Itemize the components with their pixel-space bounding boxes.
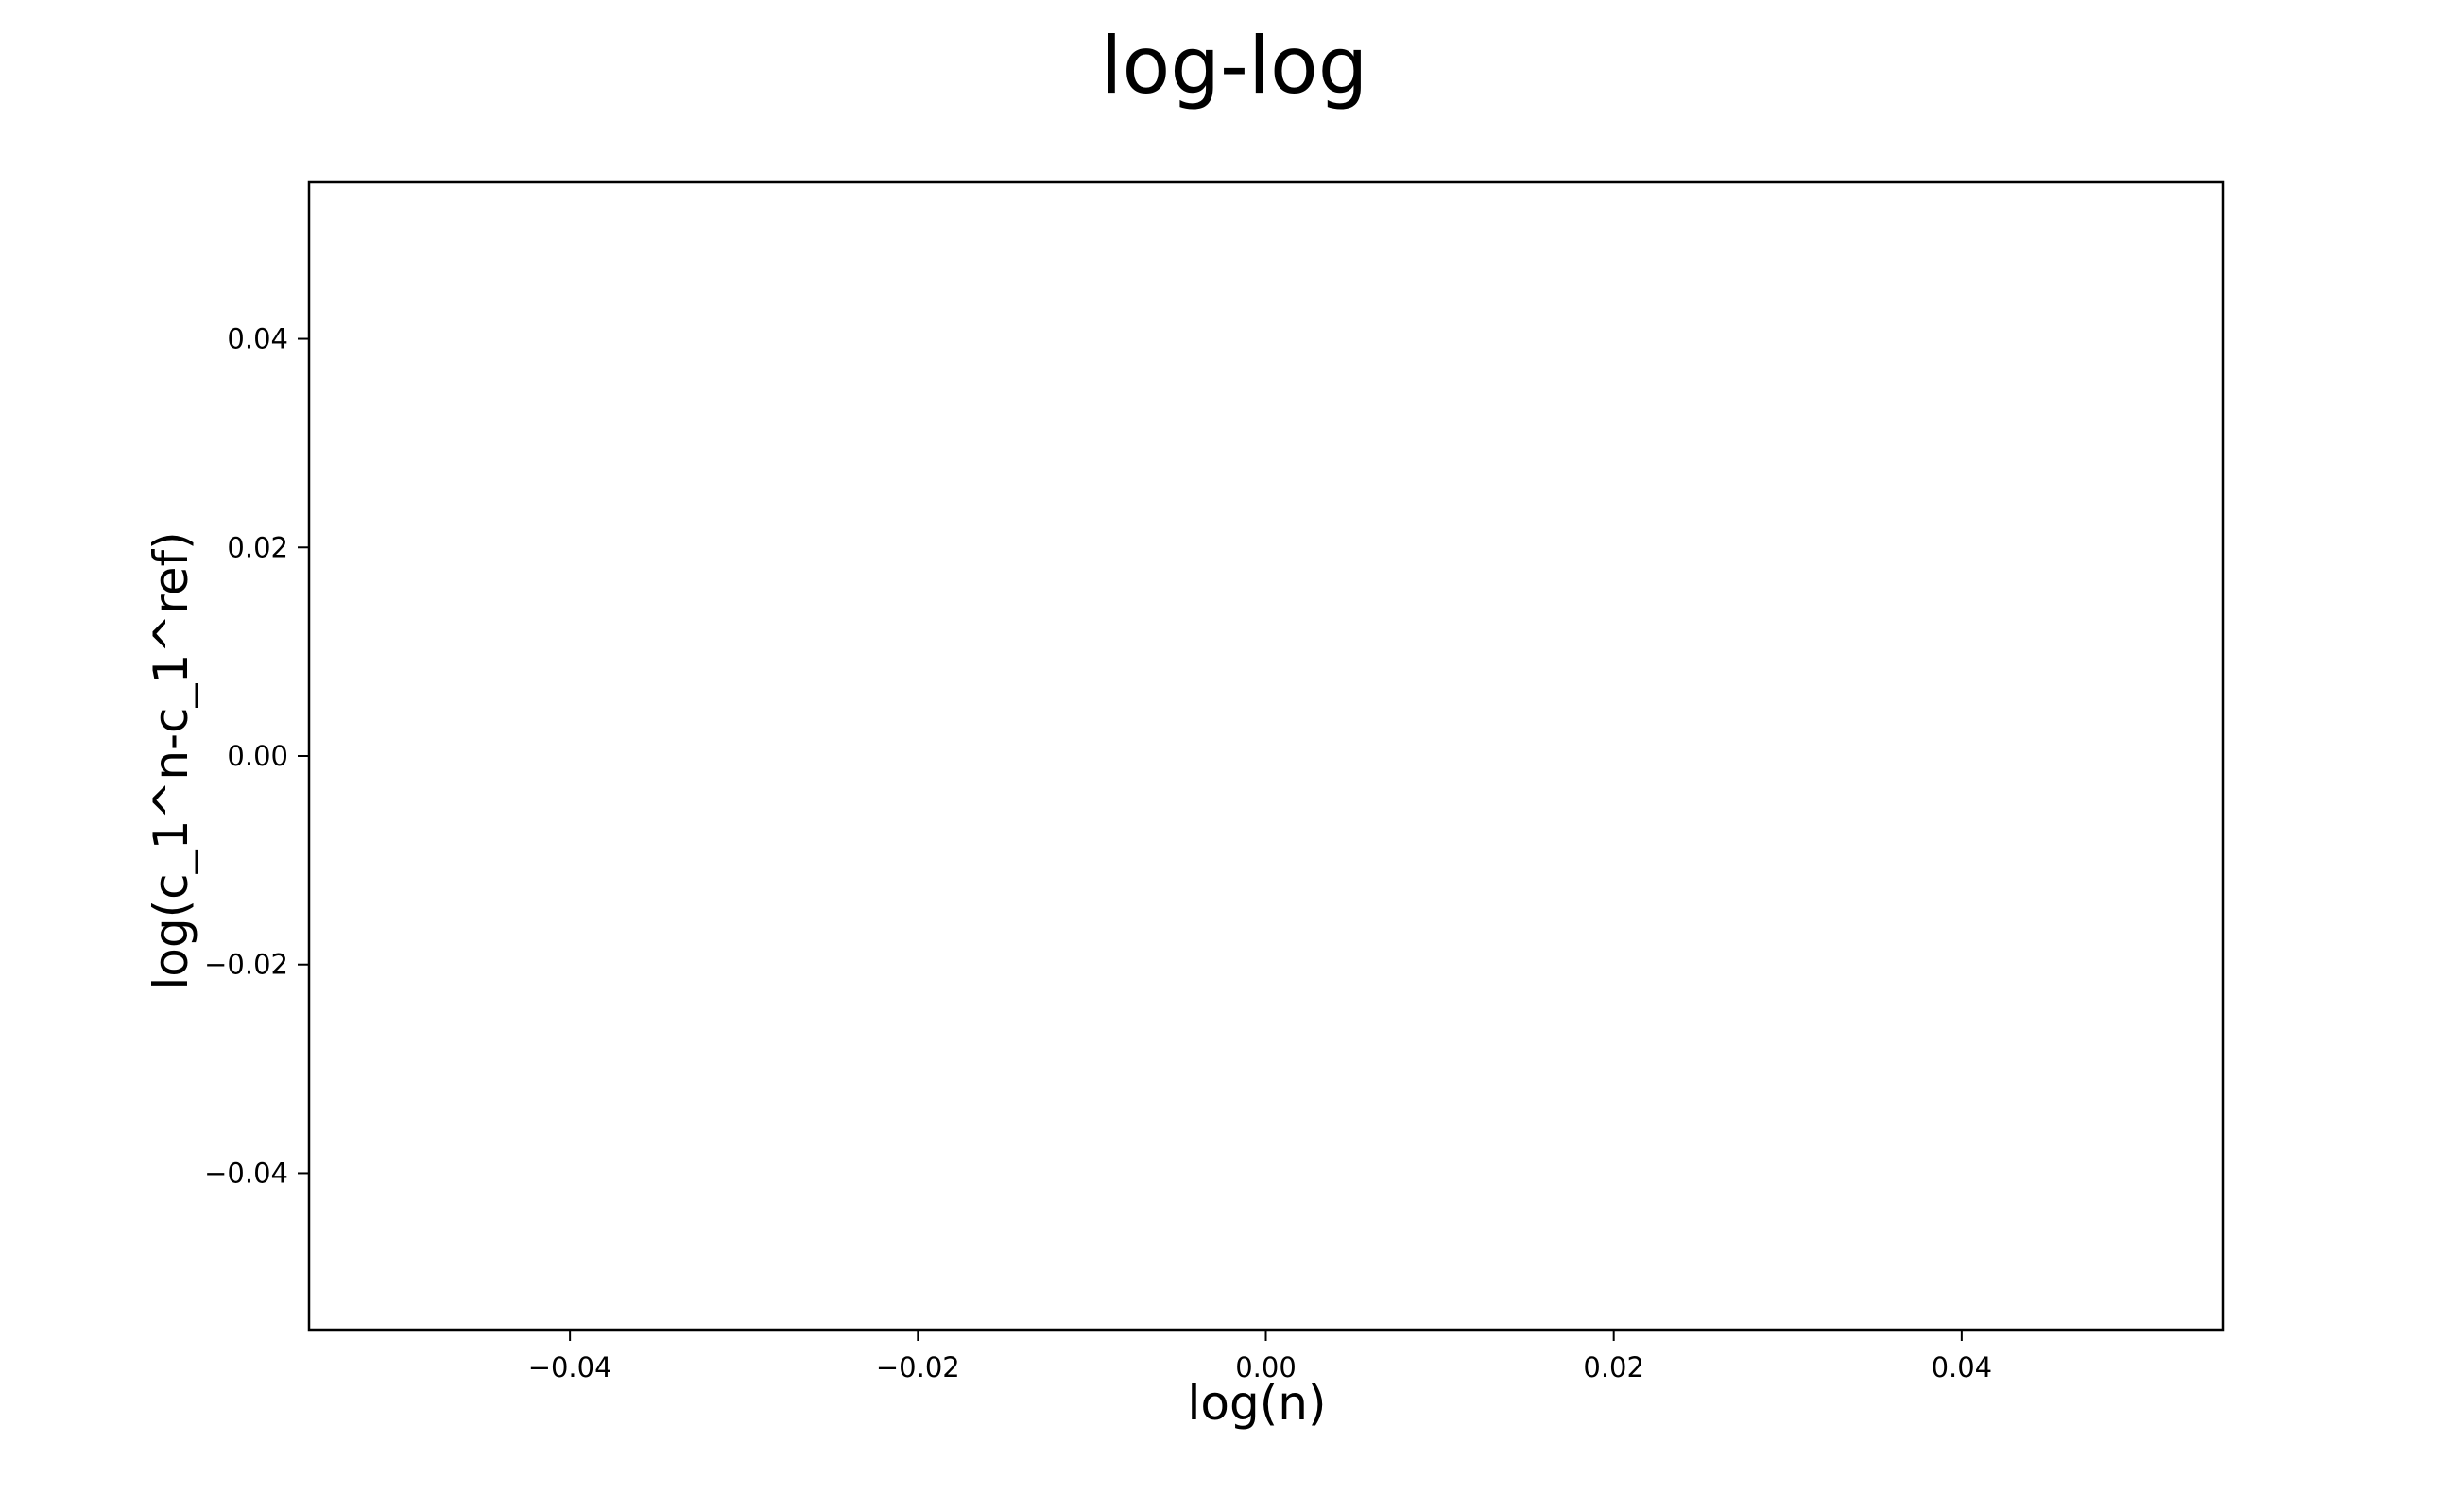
y-tick-label: −0.02 (204, 949, 288, 981)
y-tick-label: 0.00 (227, 740, 288, 772)
y-tick-label: 0.04 (227, 323, 288, 355)
y-tick-label: −0.04 (204, 1157, 288, 1189)
y-tick-label: 0.02 (227, 531, 288, 563)
x-tick-label: 0.04 (1932, 1351, 1993, 1383)
x-axis: −0.04 −0.02 0.00 0.02 0.04 (528, 1330, 1992, 1383)
x-tick-label: 0.02 (1583, 1351, 1644, 1383)
plot-area (307, 180, 2225, 1332)
y-axis-label: log(c_1^n-c_1^ref) (144, 531, 198, 989)
x-axis-label: log(n) (1188, 1376, 1327, 1431)
x-tick-label: −0.02 (876, 1351, 960, 1383)
x-tick-label: −0.04 (528, 1351, 612, 1383)
x-tick-label: 0.00 (1235, 1351, 1297, 1383)
chart-title: log-log (1100, 20, 1367, 112)
y-axis: −0.04 −0.02 0.00 0.02 0.04 (204, 323, 309, 1189)
